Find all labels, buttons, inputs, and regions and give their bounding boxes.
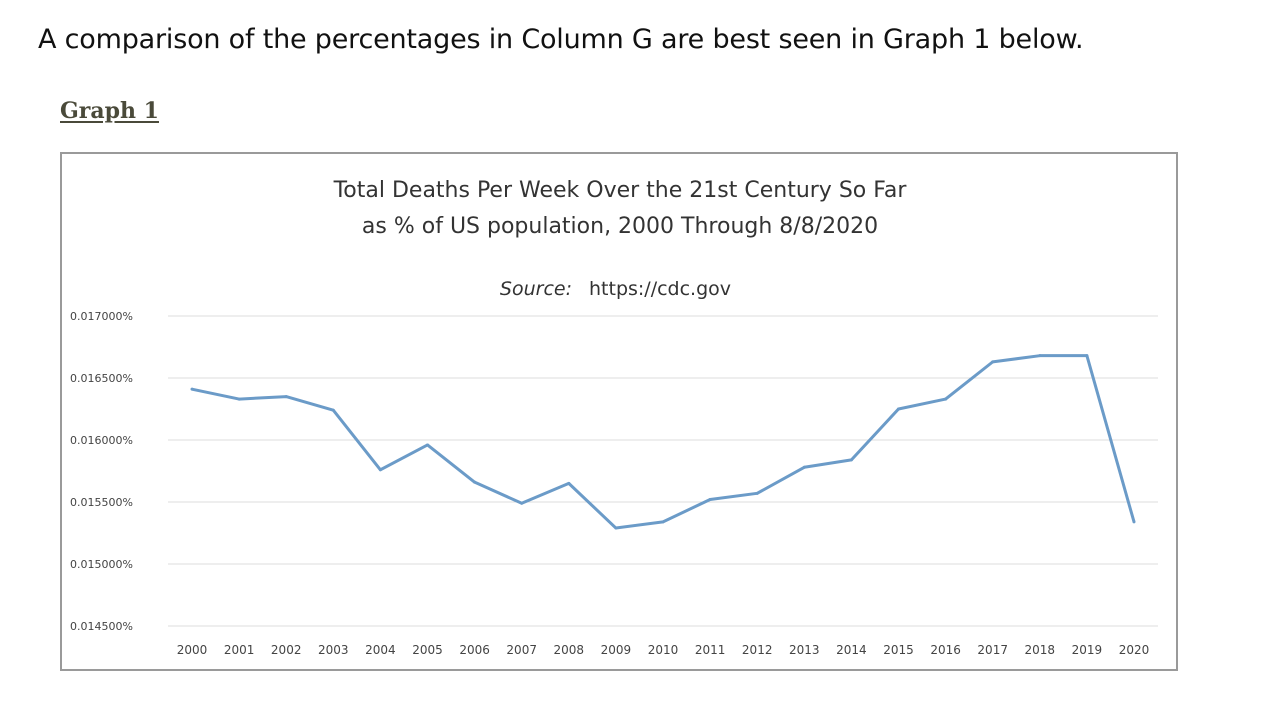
x-tick-label: 2008 [554, 643, 585, 657]
data-point [378, 468, 382, 472]
y-tick-label: 0.014500% [70, 620, 133, 633]
y-tick-label: 0.015000% [70, 558, 133, 571]
chart-source-url: https://cdc.gov [589, 278, 731, 300]
data-point [802, 465, 806, 469]
series-line-layer [190, 354, 1136, 530]
x-tick-label: 2000 [177, 643, 208, 657]
data-point [1038, 354, 1042, 358]
data-point [284, 395, 288, 399]
data-point [1085, 354, 1089, 358]
x-tick-label: 2007 [506, 643, 537, 657]
data-point [991, 360, 995, 364]
data-point [944, 397, 948, 401]
x-tick-label: 2010 [648, 643, 679, 657]
x-tick-label: 2017 [977, 643, 1008, 657]
x-axis-ticks: 2000 2001 2002 2003 2004 2005 2006 2007 2008 2009… [177, 643, 1150, 657]
x-tick-label: 2019 [1072, 643, 1103, 657]
data-point [849, 458, 853, 462]
y-axis-ticks: 0.017000% 0.016500% 0.016000% 0.015500% 0.01… [70, 310, 133, 633]
data-point [331, 408, 335, 412]
x-tick-label: 2006 [459, 643, 490, 657]
y-tick-label: 0.016000% [70, 434, 133, 447]
x-tick-label: 2005 [412, 643, 443, 657]
y-tick-label: 0.015500% [70, 496, 133, 509]
x-tick-label: 2002 [271, 643, 302, 657]
data-point [473, 480, 477, 484]
data-point [1132, 520, 1136, 524]
x-tick-label: 2004 [365, 643, 396, 657]
data-point [567, 481, 571, 485]
x-tick-label: 2001 [224, 643, 255, 657]
x-tick-label: 2014 [836, 643, 867, 657]
data-point [897, 407, 900, 411]
x-tick-label: 2011 [695, 643, 726, 657]
x-tick-label: 2012 [742, 643, 773, 657]
chart-frame [60, 152, 1178, 671]
gridlines [168, 315, 1158, 627]
x-tick-label: 2020 [1119, 643, 1150, 657]
intro-text: A comparison of the percentages in Colum… [38, 24, 1084, 55]
data-point [520, 501, 524, 505]
data-point [614, 526, 618, 530]
data-point [755, 491, 759, 495]
chart-title-line1: Total Deaths Per Week Over the 21st Cent… [333, 178, 908, 203]
y-tick-label: 0.016500% [70, 372, 133, 385]
chart-title-line2: as % of US population, 2000 Through 8/8/… [362, 214, 878, 239]
data-point [190, 387, 194, 391]
x-tick-label: 2013 [789, 643, 820, 657]
data-point [426, 443, 429, 447]
y-tick-label: 0.017000% [70, 310, 133, 323]
data-point [708, 498, 712, 502]
data-point [237, 397, 241, 401]
x-tick-label: 2015 [883, 643, 914, 657]
graph-label: Graph 1 [60, 98, 159, 124]
chart-source-label: Source: [500, 278, 572, 300]
x-tick-label: 2016 [930, 643, 961, 657]
x-tick-label: 2003 [318, 643, 349, 657]
x-tick-label: 2018 [1025, 643, 1056, 657]
data-point [661, 520, 665, 524]
x-tick-label: 2009 [601, 643, 632, 657]
